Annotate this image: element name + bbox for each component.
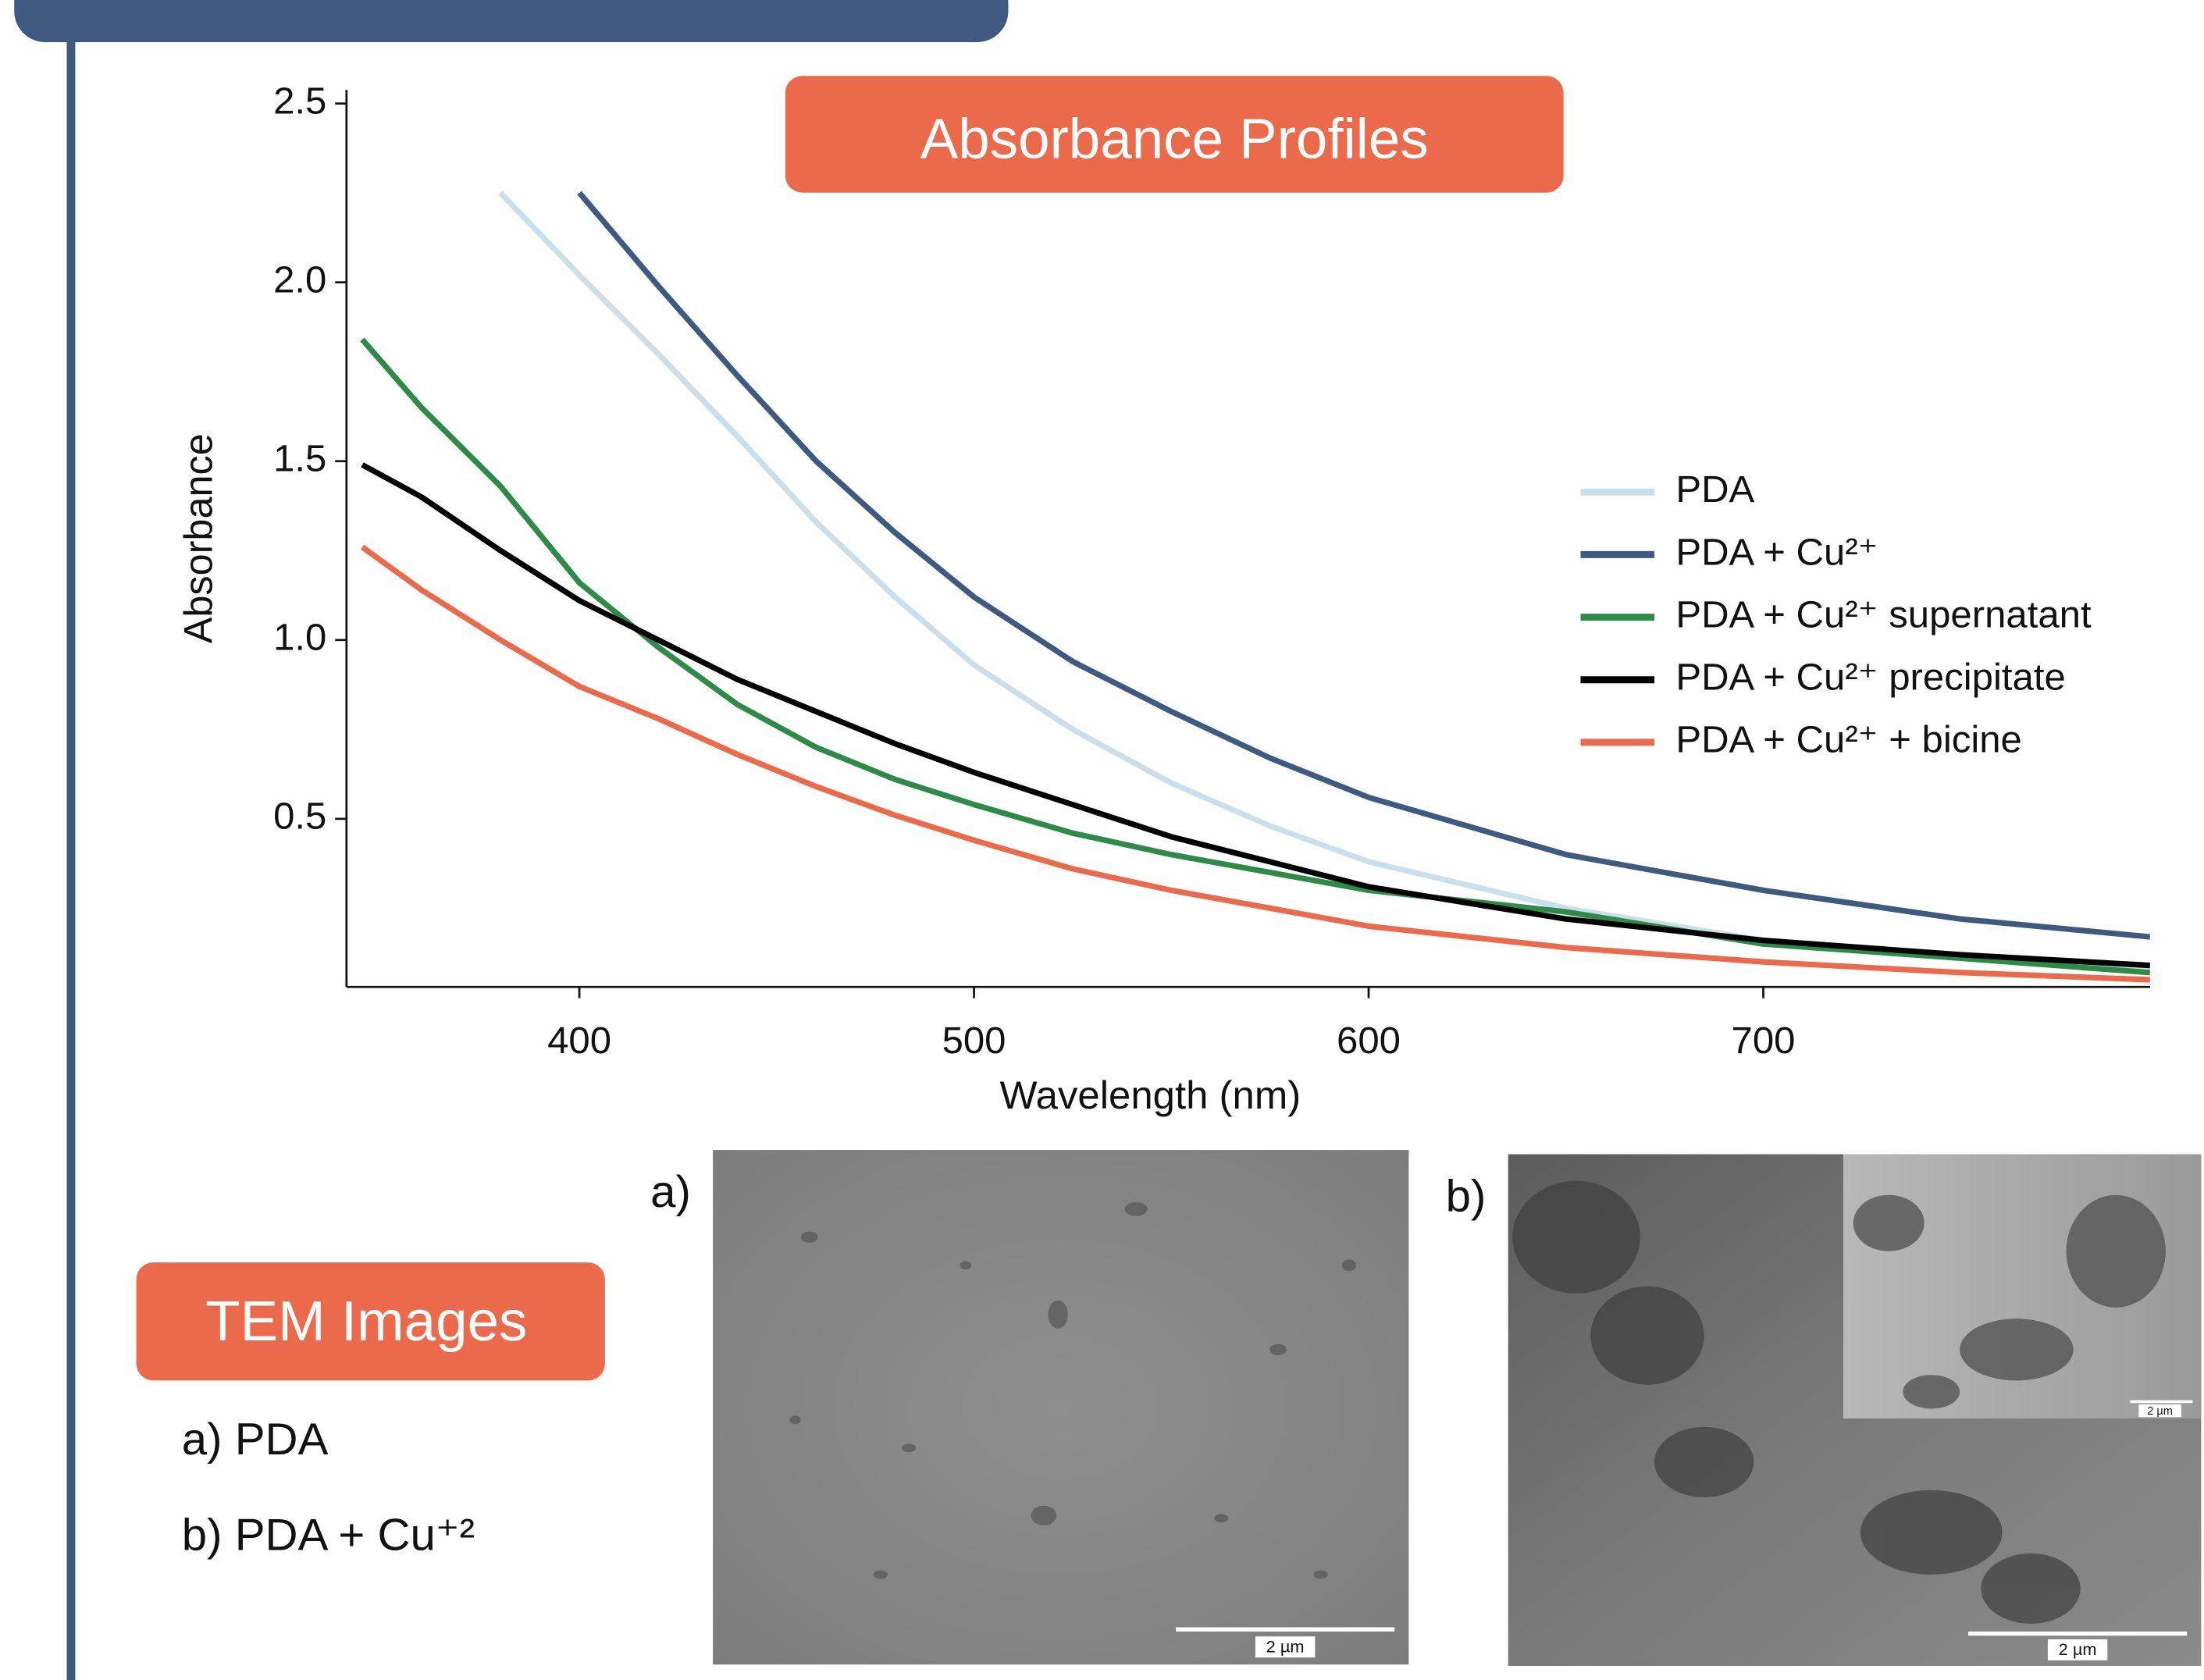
- x-tick-label: 600: [1337, 1020, 1401, 1062]
- poster-panel: Absorbance Profiles Wavelength (nm) Abso…: [0, 0, 2204, 1680]
- y-tick-label: 2.0: [273, 259, 326, 301]
- x-axis-label: Wavelength (nm): [999, 1073, 1301, 1117]
- scale-label: 2 µm: [2059, 1639, 2097, 1659]
- side-rule: [66, 28, 75, 1680]
- y-tick-label: 2.5: [273, 80, 326, 123]
- scale-label: 2 µm: [2147, 1405, 2173, 1418]
- tem-item: b) PDA + Cu⁺²: [182, 1511, 475, 1561]
- page: {"chart_data": {"type": "line", "title":…: [0, 0, 2204, 1680]
- series-line: [500, 193, 2150, 969]
- legend-label: PDA: [1675, 468, 1754, 511]
- x-tick-label: 500: [942, 1020, 1006, 1062]
- header-bar: [14, 0, 1008, 42]
- chart-title: Absorbance Profiles: [920, 108, 1429, 171]
- y-tick-label: 0.5: [273, 796, 326, 838]
- legend-label: PDA + Cu²⁺: [1675, 531, 1878, 573]
- y-tick-label: 1.5: [273, 438, 326, 480]
- legend-label: PDA + Cu²⁺ precipitate: [1675, 657, 2065, 699]
- y-axis-label: Absorbance: [176, 433, 221, 643]
- tem-title: TEM Images: [205, 1290, 527, 1354]
- legend-label: PDA + Cu²⁺ supernatant: [1675, 594, 2092, 636]
- series-line: [362, 464, 2150, 965]
- tem-item: a) PDA: [182, 1415, 329, 1465]
- x-tick-label: 400: [547, 1020, 611, 1062]
- tem-image-b: [1508, 1154, 2202, 1666]
- plot-area: [362, 193, 2150, 980]
- panel-label: a): [650, 1167, 691, 1217]
- y-tick-label: 1.0: [273, 617, 326, 659]
- panel-label: b): [1446, 1172, 1487, 1222]
- series-line: [579, 193, 2150, 937]
- legend-label: PDA + Cu²⁺ + bicine: [1675, 719, 2022, 761]
- x-tick-label: 700: [1732, 1020, 1796, 1062]
- scale-label: 2 µm: [1266, 1636, 1305, 1656]
- tem-image-a: [713, 1150, 1408, 1664]
